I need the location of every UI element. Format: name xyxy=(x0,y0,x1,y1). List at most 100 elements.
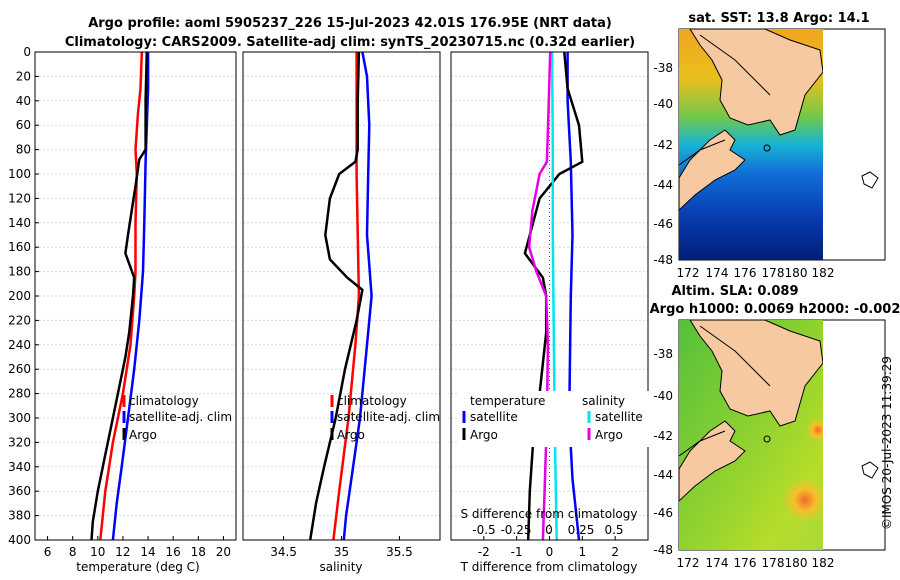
y-tick-label: 400 xyxy=(8,533,31,547)
x-tick-label: 34.5 xyxy=(270,545,297,559)
series-line-temperature-satellite xyxy=(566,52,581,541)
sst-ytick: -38 xyxy=(653,61,673,75)
x-tick-label: 35 xyxy=(334,545,349,559)
x-tick-label: -2 xyxy=(478,545,490,559)
x-tick-label: -1 xyxy=(511,545,523,559)
figure-title-line2: Climatology: CARS2009. Satellite-adj cli… xyxy=(65,35,635,50)
series-line-argo xyxy=(90,51,149,541)
sla-land-south-island xyxy=(679,420,746,502)
sla-map-title-line2: Argo h1000: 0.0069 h2000: -0.002 xyxy=(650,302,900,317)
sst-land-chatham xyxy=(861,171,879,189)
sst-xtick: 182 xyxy=(812,266,835,280)
temperature-xlabel: temperature (deg C) xyxy=(76,560,199,574)
y-tick-label: 360 xyxy=(8,484,31,498)
sla-xtick: 172 xyxy=(677,556,700,570)
x-tick-label: 20 xyxy=(216,545,231,559)
x-tick-label: 35.5 xyxy=(386,545,413,559)
difference-legend: temperature salinity satellite Argo sate… xyxy=(459,391,649,447)
x-tick-label: 12 xyxy=(115,545,130,559)
x-tick-label: 2 xyxy=(611,545,619,559)
y-tick-label: 240 xyxy=(8,338,31,352)
series-line-salinity-satellite xyxy=(550,51,558,541)
y-tick-label: 180 xyxy=(8,265,31,279)
sla-land-chatham xyxy=(861,461,879,479)
sla-ytick: -44 xyxy=(653,468,673,482)
sst-ytick: -46 xyxy=(653,217,673,231)
y-tick-label: 280 xyxy=(8,387,31,401)
y-tick-label: 260 xyxy=(8,362,31,376)
series-line-climatology xyxy=(99,51,144,541)
legend-t-satellite-label: satellite xyxy=(470,410,518,424)
sst-ytick: -44 xyxy=(653,178,673,192)
sla-map-title-line1: Altim. SLA: 0.089 xyxy=(672,284,799,299)
y-tick-label: 160 xyxy=(8,240,31,254)
sla-ytick: -42 xyxy=(653,429,673,443)
s-tick: -0.5 xyxy=(472,523,495,537)
legend-s-satellite-label: satellite xyxy=(595,410,643,424)
y-tick-label: 40 xyxy=(16,94,31,108)
sst-ytick: -42 xyxy=(653,138,673,152)
s-difference-label: S difference from climatology xyxy=(461,507,638,521)
x-tick-label: 10 xyxy=(90,545,105,559)
legend-s-argo-label: Argo xyxy=(595,428,623,442)
sst-ytick: -48 xyxy=(653,253,673,267)
y-tick-label: 340 xyxy=(8,460,31,474)
legend-temperature-title: temperature xyxy=(470,394,545,408)
y-tick-label: 60 xyxy=(16,118,31,132)
sst-argo-location xyxy=(763,144,771,152)
sst-xtick: 176 xyxy=(734,266,757,280)
sst-xtick: 172 xyxy=(677,266,700,280)
sla-argo-location xyxy=(763,435,771,443)
y-tick-label: 140 xyxy=(8,216,31,230)
salinity-panel: 34.5 35 35.5 xyxy=(242,51,441,559)
y-tick-label: 320 xyxy=(8,435,31,449)
y-tick-label: 0 xyxy=(23,45,31,59)
y-tick-label: 20 xyxy=(16,69,31,83)
sla-ytick: -38 xyxy=(653,347,673,361)
sst-map-title: sat. SST: 13.8 Argo: 14.1 xyxy=(688,11,869,26)
series-line-satellite-adj-clim xyxy=(342,51,373,541)
sla-map: Altim. SLA: 0.089 Argo h1000: 0.0069 h20… xyxy=(650,284,900,570)
s-tick: 0 xyxy=(545,523,553,537)
legend-satellite-label: satellite-adj. clim xyxy=(129,410,232,424)
sst-land-south-island xyxy=(679,129,746,211)
y-tick-label: 300 xyxy=(8,411,31,425)
x-tick-label: 14 xyxy=(140,545,155,559)
sla-ytick: -48 xyxy=(653,543,673,557)
sla-xtick: 180 xyxy=(785,556,808,570)
sst-xtick: 178 xyxy=(762,266,785,280)
x-tick-label: 0 xyxy=(546,545,554,559)
s-tick: 0.5 xyxy=(604,523,623,537)
sla-isobath xyxy=(679,325,771,457)
x-tick-label: 16 xyxy=(166,545,181,559)
sst-isobath xyxy=(679,34,771,166)
x-tick-label: 6 xyxy=(44,545,52,559)
series-line-satellite-adj-clim xyxy=(111,52,150,541)
series-line-argo xyxy=(308,51,364,541)
x-tick-label: 18 xyxy=(191,545,206,559)
sst-xtick: 180 xyxy=(785,266,808,280)
legend-argo-label: Argo xyxy=(337,428,365,442)
sla-xtick: 174 xyxy=(706,556,729,570)
imos-watermark: ©IMOS 20-Jul-2023 11:39:29 xyxy=(880,356,894,530)
salinity-xlabel: salinity xyxy=(319,560,362,574)
legend-salinity-title: salinity xyxy=(582,394,625,408)
y-tick-label: 220 xyxy=(8,313,31,327)
x-tick-label: 1 xyxy=(579,545,587,559)
s-tick: -0.25 xyxy=(500,523,531,537)
legend-argo-label: Argo xyxy=(129,428,157,442)
legend-climatology-label: climatology xyxy=(337,394,407,408)
sst-xtick: 174 xyxy=(706,266,729,280)
sst-ytick: -40 xyxy=(653,97,673,111)
temperature-legend: climatology satellite-adj. clim Argo xyxy=(122,394,232,442)
sla-xtick: 178 xyxy=(762,556,785,570)
sla-xticks: 172 174 176 178 180 182 xyxy=(677,556,835,570)
sla-ytick: -46 xyxy=(653,506,673,520)
sst-map: sat. SST: 13.8 Argo: 14.1 -38 -40 -42 -4… xyxy=(653,11,886,280)
y-tick-label: 120 xyxy=(8,191,31,205)
sla-ytick: -40 xyxy=(653,389,673,403)
sla-xtick: 176 xyxy=(734,556,757,570)
figure-title-line1: Argo profile: aoml 5905237_226 15-Jul-20… xyxy=(88,16,612,31)
difference-panel: -2 -1 0 1 2 xyxy=(450,51,649,559)
